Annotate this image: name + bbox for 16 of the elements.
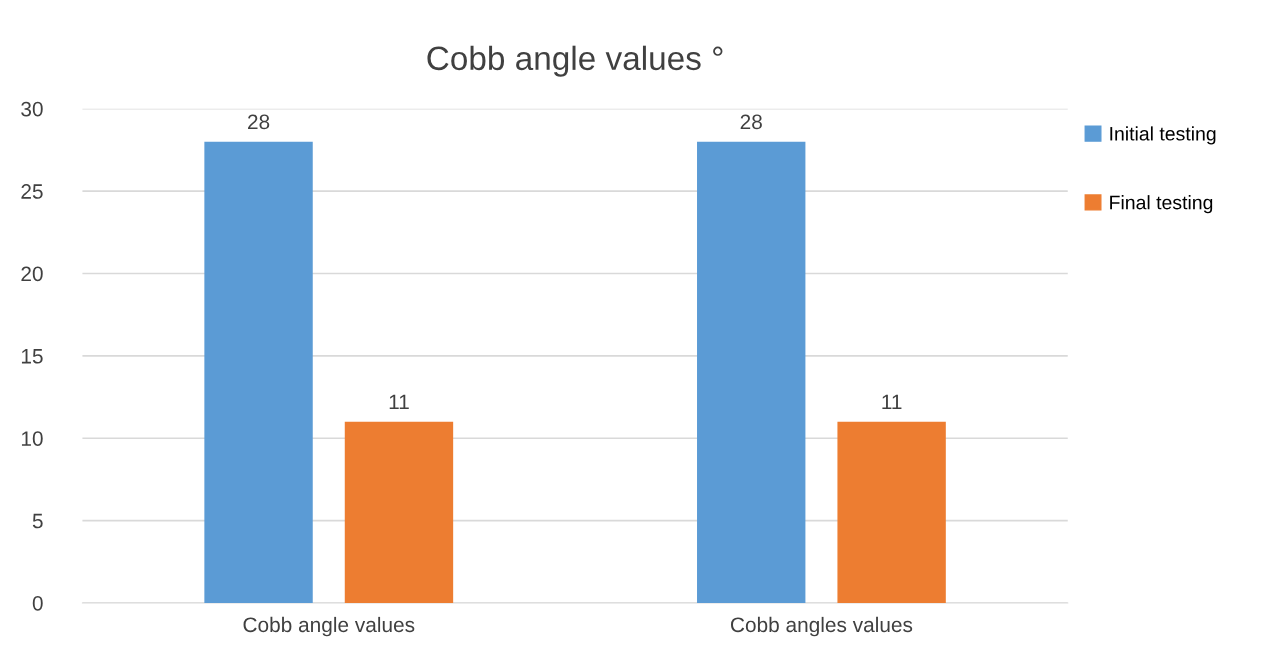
y-tick-label: 0 [32,595,43,611]
data-label: 11 [882,394,902,410]
legend-label: Final testing [1110,195,1213,214]
data-label: 11 [389,394,409,410]
legend-label: Initial testing [1110,126,1216,145]
data-label: 28 [248,114,270,130]
x-tick-label: Cobb angles values [730,616,913,637]
x-tick-label: Cobb angle values [243,616,415,637]
y-tick-label: 10 [21,431,43,446]
y-tick-label: 15 [21,349,43,364]
y-tick-label: 25 [21,184,43,199]
y-tick-label: 30 [21,101,43,117]
y-tick-label: 5 [32,513,43,529]
data-label: 28 [740,114,762,130]
chart-title: Cobb angle values ° [427,45,723,77]
y-tick-label: 20 [21,266,43,282]
